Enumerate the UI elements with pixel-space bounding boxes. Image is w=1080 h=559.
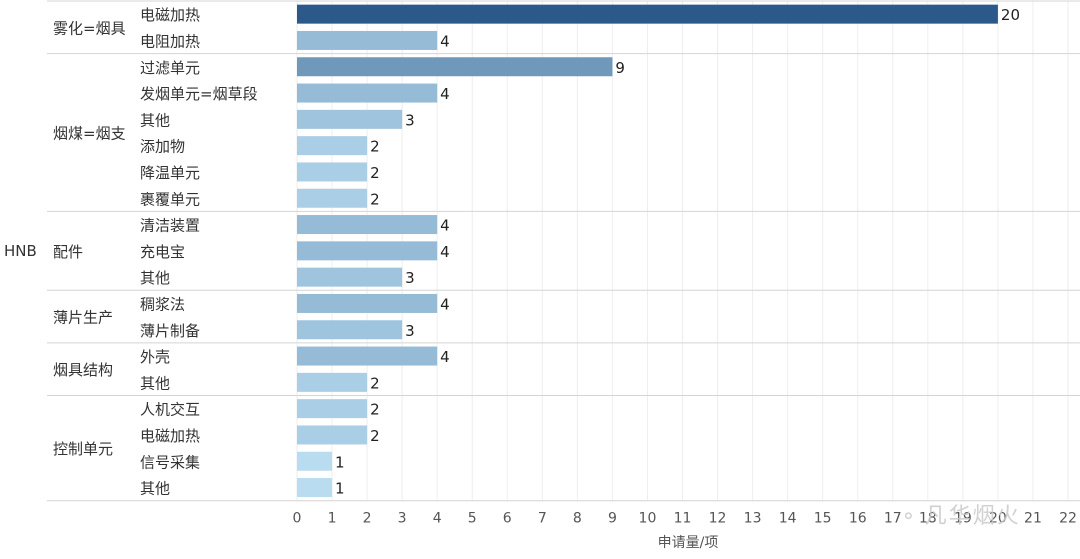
bar-value-label: 2 xyxy=(370,374,380,392)
category-label: 其他 xyxy=(140,480,170,498)
bar-value-label: 2 xyxy=(370,164,380,182)
x-tick-label: 14 xyxy=(779,511,797,527)
group-label: 薄片生产 xyxy=(53,309,113,327)
bar-value-label: 20 xyxy=(1001,6,1020,24)
bar xyxy=(297,109,403,129)
group-label: 配件 xyxy=(53,243,83,261)
x-tick-label: 13 xyxy=(744,511,762,527)
bar-value-label: 4 xyxy=(440,85,450,103)
x-tick-label: 6 xyxy=(503,511,512,527)
bar xyxy=(297,478,333,498)
bar xyxy=(297,241,438,261)
category-label: 电磁加热 xyxy=(140,6,200,24)
category-label: 其他 xyxy=(140,269,170,287)
bar-value-label: 4 xyxy=(440,217,450,235)
x-tick-label: 5 xyxy=(468,511,477,527)
bar-value-label: 4 xyxy=(440,295,450,313)
x-tick-label: 18 xyxy=(919,511,937,527)
category-label: 充电宝 xyxy=(140,243,185,261)
group-label: 控制单元 xyxy=(53,440,113,458)
bar-value-label: 9 xyxy=(615,59,625,77)
category-label: 发烟单元=烟草段 xyxy=(140,85,258,103)
category-label: 裹覆单元 xyxy=(140,190,200,208)
bar-value-label: 1 xyxy=(335,453,345,471)
x-tick-label: 19 xyxy=(954,511,972,527)
x-tick-label: 12 xyxy=(709,511,727,527)
category-label: 信号采集 xyxy=(140,453,200,471)
bars xyxy=(297,4,998,498)
x-tick-label: 15 xyxy=(814,511,832,527)
category-label: 清洁装置 xyxy=(140,217,200,235)
bar-value-label: 4 xyxy=(440,243,450,261)
x-axis-title: 申请量/项 xyxy=(658,535,719,551)
x-tick-label: 11 xyxy=(674,511,692,527)
bar-value-label: 1 xyxy=(335,480,345,498)
x-tick-label: 22 xyxy=(1059,511,1077,527)
x-tick-label: 1 xyxy=(328,511,337,527)
x-tick-label: 7 xyxy=(538,511,547,527)
group-label: 烟煤=烟支 xyxy=(53,125,126,143)
x-tick-label: 2 xyxy=(363,511,372,527)
bar-value-label: 3 xyxy=(405,322,415,340)
bar xyxy=(297,293,438,313)
category-label: 降温单元 xyxy=(140,164,200,182)
wechat-icon: ⚬ xyxy=(900,504,919,528)
x-tick-label: 20 xyxy=(989,511,1007,527)
category-label: 稠浆法 xyxy=(140,295,185,313)
category-label: 过滤单元 xyxy=(140,59,200,77)
category-label: 人机交互 xyxy=(140,401,200,419)
x-tick-label: 4 xyxy=(433,511,442,527)
bar-value-label: 3 xyxy=(405,269,415,287)
bar-value-label: 4 xyxy=(440,348,450,366)
bar xyxy=(297,267,403,287)
x-tick-label: 16 xyxy=(849,511,867,527)
group-separators xyxy=(47,0,1080,502)
watermark: ⚬ 凡华烟火 xyxy=(900,498,1021,530)
group-label: 烟具结构 xyxy=(53,361,113,379)
x-tick-label: 0 xyxy=(293,511,302,527)
x-tick-label: 3 xyxy=(398,511,407,527)
x-tick-label: 8 xyxy=(573,511,582,527)
category-label: 电磁加热 xyxy=(140,427,200,445)
category-label: 其他 xyxy=(140,374,170,392)
x-tick-label: 21 xyxy=(1024,511,1042,527)
bar-value-label: 2 xyxy=(370,138,380,156)
grid-lines xyxy=(296,1,1069,501)
bar xyxy=(297,451,333,471)
bar xyxy=(297,425,368,445)
bar xyxy=(297,320,403,340)
category-label: 薄片制备 xyxy=(140,322,200,340)
bar xyxy=(297,4,998,24)
bar-value-label: 4 xyxy=(440,32,450,50)
bar xyxy=(297,215,438,235)
bar-value-label: 3 xyxy=(405,111,415,129)
bar xyxy=(297,30,438,50)
top-group-label: HNB xyxy=(4,242,37,260)
x-tick-label: 10 xyxy=(639,511,657,527)
x-axis-ticks: 0 1 2 3 4 5 6 7 8 9 10 11 12 13 14 15 16 17 18 19 20 21 22 xyxy=(293,511,1077,527)
bar-value-label: 2 xyxy=(370,401,380,419)
category-label: 外壳 xyxy=(140,348,170,366)
bar xyxy=(297,57,613,77)
category-label: 电阻加热 xyxy=(140,32,200,50)
watermark-text: 凡华烟火 xyxy=(924,504,1021,529)
bar xyxy=(297,346,438,366)
bar xyxy=(297,399,368,419)
bar xyxy=(297,188,368,208)
x-tick-label: 17 xyxy=(884,511,902,527)
bar xyxy=(297,372,368,392)
group-label: 雾化=烟具 xyxy=(53,19,126,37)
x-tick-label: 9 xyxy=(608,511,617,527)
bar-value-label: 2 xyxy=(370,427,380,445)
bar xyxy=(297,83,438,103)
bar xyxy=(297,136,368,156)
category-label: 添加物 xyxy=(140,138,185,156)
bar xyxy=(297,162,368,182)
bar-value-label: 2 xyxy=(370,190,380,208)
category-label: 其他 xyxy=(140,111,170,129)
